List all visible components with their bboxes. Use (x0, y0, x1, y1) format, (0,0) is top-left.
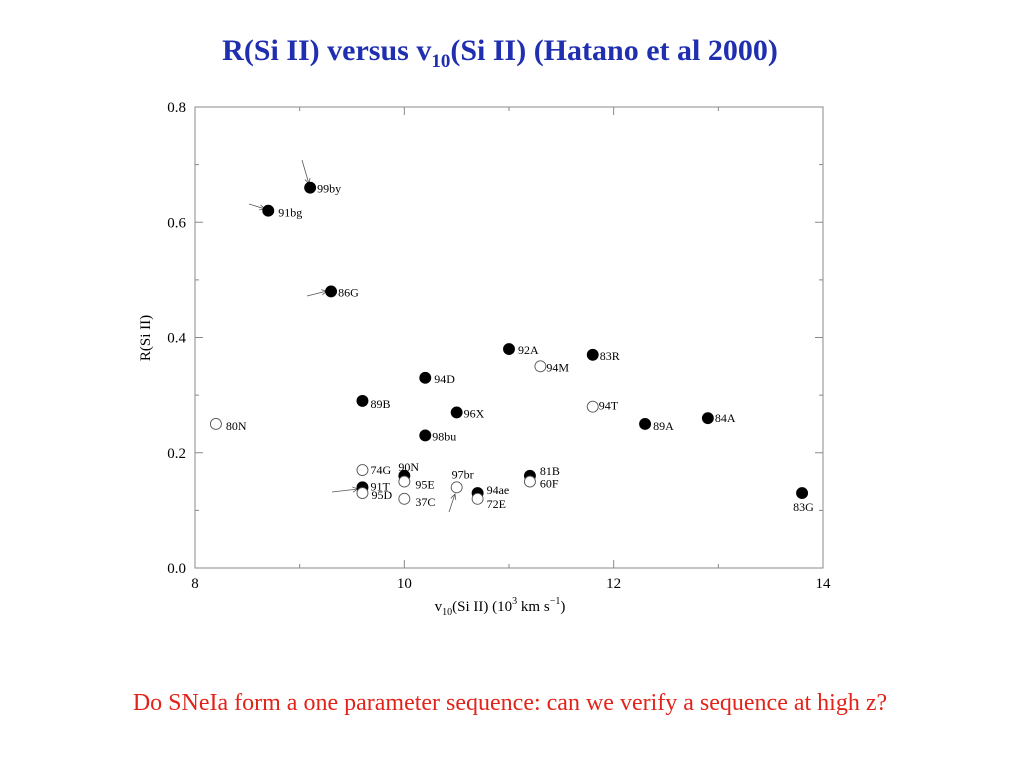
point-label-83G: 83G (793, 500, 814, 514)
annotation-arrow-line (301, 159, 310, 185)
point-label-60F: 60F (540, 477, 559, 491)
open-point-97br (450, 481, 463, 494)
title-text-end: (Si II) (Hatano et al 2000) (450, 34, 778, 67)
filled-point-83G (796, 487, 809, 500)
point-label-89A: 89A (653, 419, 674, 433)
point-label-74G: 74G (370, 463, 391, 477)
x-axis-label-sup2: −1 (550, 596, 561, 607)
point-label-80N: 80N (226, 419, 247, 433)
y-tick-label: 0.4 (167, 331, 186, 347)
footer-question: Do SNeIa form a one parameter sequence: … (132, 690, 888, 716)
open-point-95E (398, 475, 411, 488)
filled-point-84A (701, 412, 714, 425)
title-subscript: 10 (431, 51, 451, 72)
y-tick-label: 0.0 (167, 561, 186, 577)
x-axis-label-mid: (Si II) (10 (452, 599, 512, 615)
annotation-arrow-line (306, 290, 328, 297)
point-label-97br: 97br (452, 467, 474, 481)
open-point-94T (586, 400, 599, 413)
point-label-95E: 95E (415, 478, 434, 492)
point-label-91bg: 91bg (278, 206, 302, 220)
open-point-60F (523, 475, 536, 488)
filled-point-89A (639, 417, 652, 430)
x-axis-label-end: ) (560, 599, 565, 615)
x-axis-label-v: v (435, 599, 443, 615)
x-tick-label: 8 (191, 576, 199, 592)
open-point-72E (471, 492, 484, 505)
point-label-95D: 95D (371, 488, 392, 502)
open-point-37C (398, 492, 411, 505)
x-tick-label: 12 (606, 576, 621, 592)
open-point-95D (356, 487, 369, 500)
annotation-arrow-line (448, 493, 456, 513)
filled-point-96X (450, 406, 463, 419)
point-label-81B: 81B (540, 464, 560, 478)
x-axis-label-sub: 10 (442, 607, 452, 618)
point-label-94T: 94T (599, 399, 619, 413)
open-point-80N (209, 417, 222, 430)
filled-point-86G (325, 285, 338, 298)
point-label-99by: 99by (317, 182, 341, 196)
annotation-arrow-head (450, 493, 457, 501)
point-label-96X: 96X (464, 406, 485, 420)
annotation-arrow-line (248, 203, 266, 210)
filled-point-99by (304, 181, 317, 194)
x-tick-label: 14 (816, 576, 832, 592)
point-label-94D: 94D (434, 372, 455, 386)
point-label-84A: 84A (715, 411, 736, 425)
filled-point-92A (503, 343, 515, 355)
point-label-90N: 90N (398, 460, 419, 474)
point-label-98bu: 98bu (432, 429, 456, 443)
point-label-89B: 89B (370, 397, 390, 411)
point-label-91T: 91T (370, 479, 390, 493)
axis-ticks: 0.0 0.2 0.4 0.6 0.8 8 10 12 14 (167, 100, 831, 592)
plot-frame (194, 106, 824, 569)
point-label-94M: 94M (546, 360, 569, 374)
y-axis-label: R(Si II) (138, 315, 154, 361)
filled-point-94D (419, 371, 432, 384)
y-tick-label: 0.2 (167, 446, 186, 462)
open-point-74G (356, 464, 369, 476)
data-points: 99by 91bg 86G 92A 94M 83R 94D 89B 96X 94T 89A 84A 80… (209, 181, 814, 514)
x-axis-label-sup: 3 (512, 596, 517, 607)
filled-point-89B (356, 394, 369, 407)
filled-point-83R (586, 348, 599, 361)
slide-title: R(Si II) versus v10(Si II) (Hatano et al… (0, 34, 1000, 71)
y-tick-label: 0.8 (167, 100, 186, 116)
open-point-94M (534, 360, 547, 373)
point-label-72E: 72E (487, 497, 506, 511)
x-tick-label: 10 (397, 576, 412, 592)
point-label-94ae: 94ae (487, 483, 510, 497)
y-tick-label: 0.6 (167, 215, 186, 231)
x-axis-label-units: km s (517, 599, 550, 615)
filled-point-98bu (419, 429, 432, 442)
annotation-arrow-line (331, 488, 359, 493)
x-axis-label: v10(Si II) (103 km s−1) (435, 596, 566, 618)
title-text: R(Si II) versus v (222, 34, 432, 67)
point-label-92A: 92A (518, 343, 539, 357)
point-label-86G: 86G (338, 285, 359, 299)
filled-point-91bg (262, 204, 275, 217)
point-label-37C: 37C (415, 495, 435, 509)
point-label-83R: 83R (600, 349, 620, 363)
